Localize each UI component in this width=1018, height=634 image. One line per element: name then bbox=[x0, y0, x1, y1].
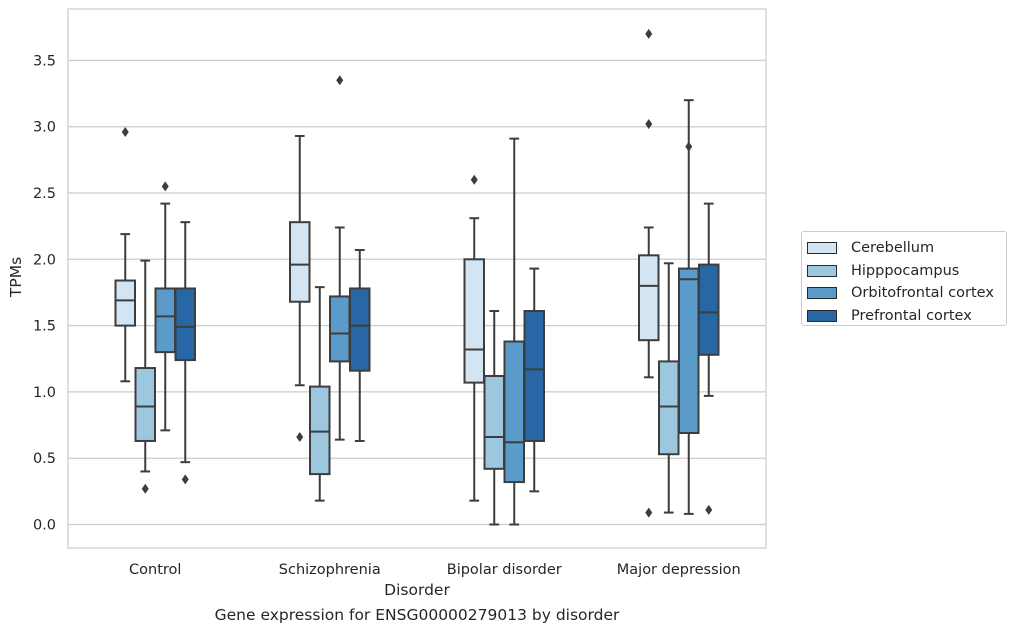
outlier-point bbox=[121, 127, 129, 138]
box-0-2 bbox=[154, 181, 176, 432]
legend-item: Orbitofrontal cortex bbox=[807, 282, 1006, 305]
box-1-3 bbox=[349, 249, 371, 442]
box-2-0 bbox=[463, 174, 485, 502]
box-iqr bbox=[463, 258, 485, 384]
box-2-2 bbox=[503, 137, 525, 526]
plot-frame bbox=[67, 8, 767, 549]
box-3-0 bbox=[638, 28, 660, 518]
x-tick-label: Bipolar disorder bbox=[447, 562, 562, 578]
legend-item: Cerebellum bbox=[807, 237, 1006, 260]
y-tick-label: 3.0 bbox=[33, 120, 56, 136]
box-2-1 bbox=[483, 310, 505, 526]
box-1-1 bbox=[309, 286, 331, 502]
box-iqr bbox=[114, 279, 136, 327]
outlier-point bbox=[645, 28, 653, 39]
legend-label: Prefrontal cortex bbox=[851, 308, 972, 325]
y-tick-label: 2.0 bbox=[33, 252, 56, 268]
box-iqr bbox=[174, 287, 196, 362]
box-0-1 bbox=[134, 259, 156, 494]
legend-swatch bbox=[807, 310, 837, 323]
x-axis-title: Disorder bbox=[384, 581, 450, 599]
chart-caption: Gene expression for ENSG00000279013 by d… bbox=[214, 606, 620, 624]
x-tick-label: Major depression bbox=[617, 562, 741, 578]
box-iqr bbox=[483, 374, 505, 470]
box-iqr bbox=[289, 221, 311, 303]
x-tick-label: Schizophrenia bbox=[279, 562, 381, 578]
box-iqr bbox=[154, 287, 176, 354]
box-iqr bbox=[678, 267, 700, 435]
outlier-point bbox=[141, 483, 149, 494]
legend-item: Prefrontal cortex bbox=[807, 305, 1006, 328]
legend-label: Cerebellum bbox=[851, 240, 935, 257]
box-iqr bbox=[503, 340, 525, 484]
box-2-3 bbox=[523, 267, 545, 493]
box-iqr bbox=[523, 310, 545, 442]
legend-label: Orbitofrontal cortex bbox=[851, 285, 994, 302]
legend-swatch bbox=[807, 264, 837, 277]
y-tick-label: 0.0 bbox=[33, 518, 56, 534]
box-3-2 bbox=[678, 99, 700, 515]
legend-item: Hipppocampus bbox=[807, 260, 1006, 283]
outlier-point bbox=[296, 431, 304, 442]
outlier-point bbox=[645, 119, 653, 130]
y-tick-label: 2.5 bbox=[33, 186, 56, 202]
box-3-3 bbox=[698, 202, 720, 515]
outlier-point bbox=[161, 181, 169, 192]
box-iqr bbox=[309, 385, 331, 476]
outlier-point bbox=[645, 507, 653, 518]
box-3-1 bbox=[658, 262, 680, 514]
outlier-point bbox=[685, 141, 693, 152]
outlier-point bbox=[705, 504, 713, 515]
box-iqr bbox=[349, 287, 371, 372]
outlier-point bbox=[181, 474, 189, 485]
box-marks bbox=[114, 28, 720, 526]
y-tick-label: 1.5 bbox=[33, 319, 56, 335]
box-1-2 bbox=[329, 75, 351, 441]
legend-swatch bbox=[807, 242, 837, 255]
box-iqr bbox=[638, 254, 660, 342]
y-tick-label: 0.5 bbox=[33, 451, 56, 467]
y-tick-label: 1.0 bbox=[33, 385, 56, 401]
box-iqr bbox=[658, 360, 680, 456]
x-tick-labels: Control Schizophrenia Bipolar disorder Majo… bbox=[129, 562, 741, 578]
x-tick-label: Control bbox=[129, 562, 181, 578]
chart-legend: Cerebellum Hipppocampus Orbitofrontal cort… bbox=[801, 231, 1007, 326]
outlier-point bbox=[336, 75, 344, 86]
box-1-0 bbox=[289, 134, 311, 442]
legend-swatch bbox=[807, 287, 837, 300]
outlier-point bbox=[470, 174, 478, 185]
box-0-0 bbox=[114, 127, 136, 383]
box-iqr bbox=[698, 263, 720, 356]
box-iqr bbox=[134, 367, 156, 442]
y-tick-label: 3.5 bbox=[33, 53, 56, 69]
y-tick-labels: 0.0 0.5 1.0 1.5 2.0 2.5 3.0 3.5 bbox=[33, 53, 56, 533]
y-axis-title: TPMs bbox=[7, 257, 25, 298]
box-0-3 bbox=[174, 221, 196, 485]
box-iqr bbox=[329, 295, 351, 363]
legend-label: Hipppocampus bbox=[851, 262, 960, 279]
